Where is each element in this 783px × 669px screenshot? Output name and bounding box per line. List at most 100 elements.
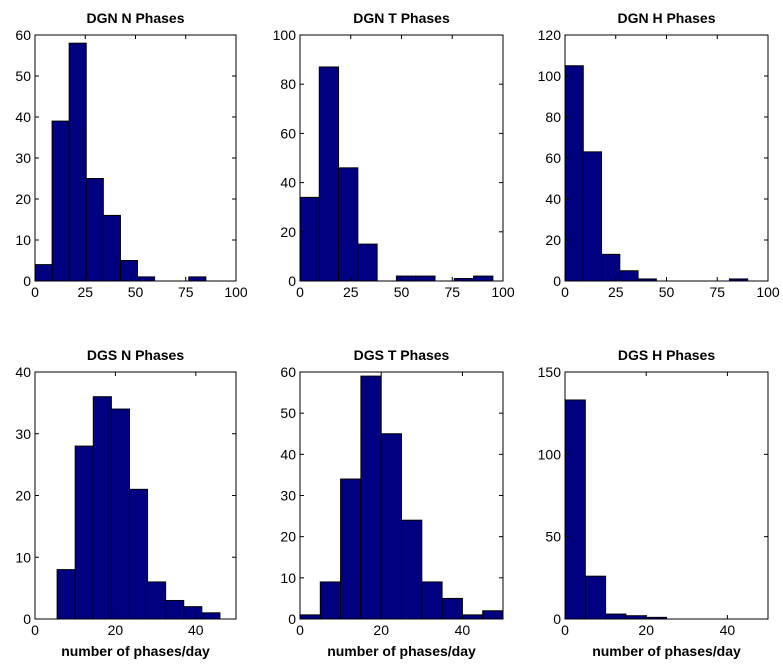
y-tick-label: 20	[15, 191, 31, 207]
bars-group	[565, 399, 668, 619]
y-tick-label: 40	[15, 109, 31, 125]
x-tick-label: 20	[108, 622, 124, 638]
chart-title: DGN T Phases	[353, 10, 450, 26]
y-tick-label: 0	[288, 611, 296, 627]
x-tick-label: 50	[659, 284, 675, 300]
chart-panel-1: 0 25 50 75 100 0 10 20 30 40 50 60 DGN N Phases	[15, 10, 247, 300]
histogram-bar	[482, 610, 503, 619]
y-tick-label: 120	[538, 27, 562, 43]
histogram-bar	[619, 270, 639, 281]
y-tick-label: 40	[15, 364, 31, 380]
bars-group	[35, 42, 207, 281]
y-tick-label: 0	[553, 273, 561, 289]
chart-panel-6: 0 20 40 0 50 100 150 DGS H Phases number of phas…	[538, 347, 769, 659]
x-tick-label: 100	[491, 284, 515, 300]
y-tick-label: 40	[545, 191, 561, 207]
histogram-bar	[201, 612, 221, 619]
y-tick-label: 50	[280, 405, 296, 421]
histogram-bar	[318, 66, 340, 281]
x-tick-label: 25	[77, 284, 93, 300]
histogram-bar	[415, 275, 436, 281]
x-tick-label: 0	[561, 622, 569, 638]
y-tick-label: 10	[280, 570, 296, 586]
y-tick-label: 30	[15, 150, 31, 166]
x-tick-label: 100	[756, 284, 780, 300]
y-tick-label: 50	[15, 68, 31, 84]
y-tick-label: 100	[538, 68, 562, 84]
histogram-bar	[357, 243, 378, 281]
y-tick-label: 0	[23, 273, 31, 289]
x-tick-label: 75	[709, 284, 725, 300]
chart-panel-4: 0 20 40 0 10 20 30 40 DGS N Phases number of phas…	[15, 347, 237, 659]
histogram-bar	[51, 120, 70, 281]
histogram-bar	[56, 569, 76, 619]
histogram-bar	[421, 581, 443, 619]
x-tick-label: 0	[31, 622, 39, 638]
histogram-bar	[565, 65, 584, 281]
x-tick-label: 100	[224, 284, 248, 300]
chart-panel-2: 0 25 50 75 100 0 20 40 60 80 100 DGN T Phases	[273, 10, 515, 300]
histogram-bar	[92, 396, 112, 619]
histogram-bar	[441, 597, 463, 619]
y-tick-label: 150	[538, 364, 562, 380]
histogram-bar	[582, 151, 603, 281]
y-tick-label: 0	[288, 273, 296, 289]
histogram-bar	[360, 375, 382, 619]
y-tick-label: 100	[273, 27, 297, 43]
bars-group	[300, 66, 494, 281]
x-tick-label: 50	[128, 284, 144, 300]
x-tick-label: 75	[178, 284, 194, 300]
histogram-bar	[102, 214, 121, 281]
histogram-bar	[473, 275, 494, 281]
histogram-bar	[319, 581, 342, 619]
chart-title: DGS H Phases	[618, 347, 715, 363]
histogram-bar	[137, 276, 156, 281]
histogram-bar	[147, 581, 167, 619]
histogram-bar	[338, 167, 359, 281]
x-axis-label: number of phases/day	[592, 643, 741, 659]
x-tick-label: 0	[31, 284, 39, 300]
axes-frame	[564, 371, 769, 620]
histogram-bar	[74, 445, 94, 619]
histogram-bar	[165, 599, 185, 619]
y-tick-label: 80	[545, 109, 561, 125]
y-tick-label: 10	[15, 549, 31, 565]
x-axis-label: number of phases/day	[327, 643, 476, 659]
histogram-bar	[401, 519, 423, 619]
x-tick-label: 20	[373, 622, 389, 638]
y-tick-label: 60	[280, 364, 296, 380]
bars-group	[300, 375, 503, 619]
histogram-bar	[584, 575, 607, 619]
y-tick-label: 80	[280, 76, 296, 92]
histogram-bar	[637, 278, 657, 281]
y-tick-label: 50	[545, 529, 561, 545]
y-tick-label: 20	[280, 529, 296, 545]
histogram-bar	[300, 196, 320, 281]
y-tick-label: 0	[553, 611, 561, 627]
x-tick-label: 25	[343, 284, 359, 300]
chart-panel-5: 0 20 40 0 10 20 30 40 50 60 DGS T Phases number of …	[280, 347, 504, 659]
y-tick-label: 0	[23, 611, 31, 627]
x-tick-label: 0	[561, 284, 569, 300]
histogram-bar	[395, 275, 417, 281]
y-tick-label: 60	[280, 125, 296, 141]
x-tick-label: 0	[296, 622, 304, 638]
x-tick-label: 40	[188, 622, 204, 638]
histogram-bar	[68, 42, 87, 281]
y-tick-label: 40	[280, 175, 296, 191]
histogram-bar	[35, 264, 53, 281]
histogram-bar	[565, 399, 586, 619]
x-tick-label: 40	[720, 622, 736, 638]
histogram-bar	[380, 433, 403, 619]
y-tick-label: 60	[545, 150, 561, 166]
histogram-bar	[128, 488, 149, 619]
histogram-bar	[110, 408, 130, 619]
histogram-bar	[119, 260, 139, 281]
y-tick-label: 10	[15, 232, 31, 248]
y-tick-label: 40	[280, 446, 296, 462]
histogram-bar	[300, 614, 321, 619]
y-tick-label: 20	[545, 232, 561, 248]
x-tick-label: 20	[638, 622, 654, 638]
histogram-bar	[601, 253, 621, 281]
